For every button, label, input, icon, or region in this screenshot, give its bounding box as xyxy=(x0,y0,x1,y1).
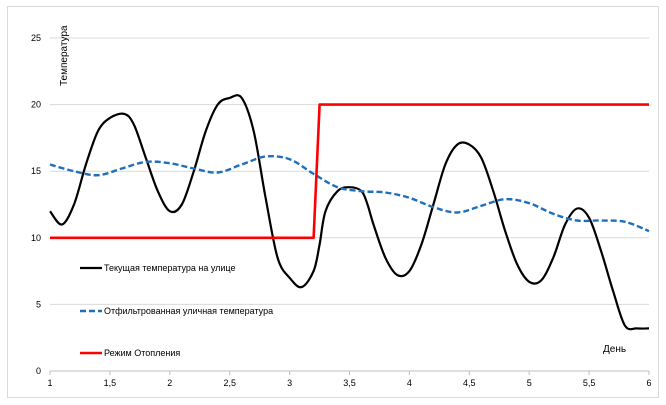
series-line-filtered-temperature xyxy=(49,154,650,233)
x-tick-label: 1,5 xyxy=(104,378,117,388)
legend-label: Отфильтрованная уличная температура xyxy=(104,306,273,316)
series-line-heating-mode xyxy=(50,103,649,240)
legend: Текущая температура на улице Отфильтрован… xyxy=(80,263,273,358)
y-axis-title: Температура xyxy=(59,25,70,86)
series-line-outdoor-temperature xyxy=(49,94,650,331)
y-tick-label: 15 xyxy=(31,166,41,176)
x-tick-label: 6 xyxy=(646,378,651,388)
y-tick-label: 10 xyxy=(31,233,41,243)
x-tick-label: 3,5 xyxy=(343,378,356,388)
chart-frame xyxy=(7,6,659,398)
legend-label: Текущая температура на улице xyxy=(104,263,235,273)
y-tick-label: 5 xyxy=(36,299,41,309)
x-tick-label: 3 xyxy=(287,378,292,388)
y-tick-label: 20 xyxy=(31,100,41,110)
x-tick-label: 2,5 xyxy=(223,378,236,388)
x-tick-label: 4 xyxy=(407,378,412,388)
grid-lines xyxy=(49,37,650,375)
x-tick-label: 1 xyxy=(47,378,52,388)
x-tick-label: 2 xyxy=(167,378,172,388)
x-tick-label: 5 xyxy=(527,378,532,388)
x-axis-title: День xyxy=(603,344,626,355)
x-tick-label: 4,5 xyxy=(463,378,476,388)
x-tick-label: 5,5 xyxy=(583,378,596,388)
y-tick-label: 0 xyxy=(36,366,41,376)
x-tick-labels: 1 1,5 2 2,5 3 3,5 4 4,5 5 5,5 6 xyxy=(47,378,651,388)
y-tick-labels: 0 5 10 15 20 25 xyxy=(31,33,41,376)
series-lines xyxy=(49,94,650,331)
y-tick-label: 25 xyxy=(31,33,41,43)
legend-label: Режим Отопления xyxy=(104,348,180,358)
